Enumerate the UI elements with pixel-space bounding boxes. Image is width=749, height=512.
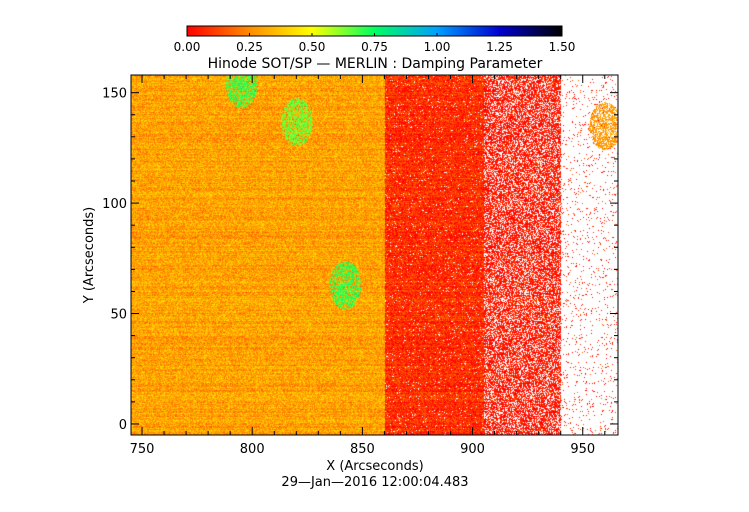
colorbar-ticks: 0.00 0.25 0.50 0.75 1.00 1.25 1.50 (174, 33, 576, 54)
chart-title: Hinode SOT/SP — MERLIN : Damping Paramet… (208, 56, 543, 72)
colorbar-tick-label: 0.75 (361, 40, 388, 54)
timestamp-label: 29—Jan—2016 12:00:04.483 (281, 475, 468, 490)
colorbar-tick-label: 0.00 (174, 40, 201, 54)
x-tick-label: 800 (240, 442, 265, 457)
y-axis-label: Y (Arcseconds) (82, 207, 97, 304)
colorbar-tick-label: 0.25 (236, 40, 263, 54)
y-tick-label: 0 (119, 418, 127, 433)
x-tick-label: 850 (350, 442, 375, 457)
x-tick-label: 950 (570, 442, 595, 457)
plot-frame (130, 74, 619, 436)
colorbar-tick-label: 1.00 (424, 40, 451, 54)
x-tick-label: 900 (460, 442, 485, 457)
plot-area (131, 75, 618, 435)
colorbar-tick-label: 0.50 (299, 40, 326, 54)
damping-map (131, 75, 618, 435)
x-tick-label: 750 (130, 442, 155, 457)
y-tick-label: 100 (102, 197, 127, 212)
colorbar-tick-label: 1.25 (486, 40, 513, 54)
y-tick-label: 150 (102, 87, 127, 102)
x-axis-ticks: 750 800 850 900 950 (130, 75, 606, 457)
x-axis-label: X (Arcseconds) (326, 459, 423, 474)
y-axis-ticks: 0 50 100 150 (102, 87, 618, 433)
colorbar-tick-label: 1.50 (549, 40, 576, 54)
y-tick-label: 50 (110, 308, 127, 323)
